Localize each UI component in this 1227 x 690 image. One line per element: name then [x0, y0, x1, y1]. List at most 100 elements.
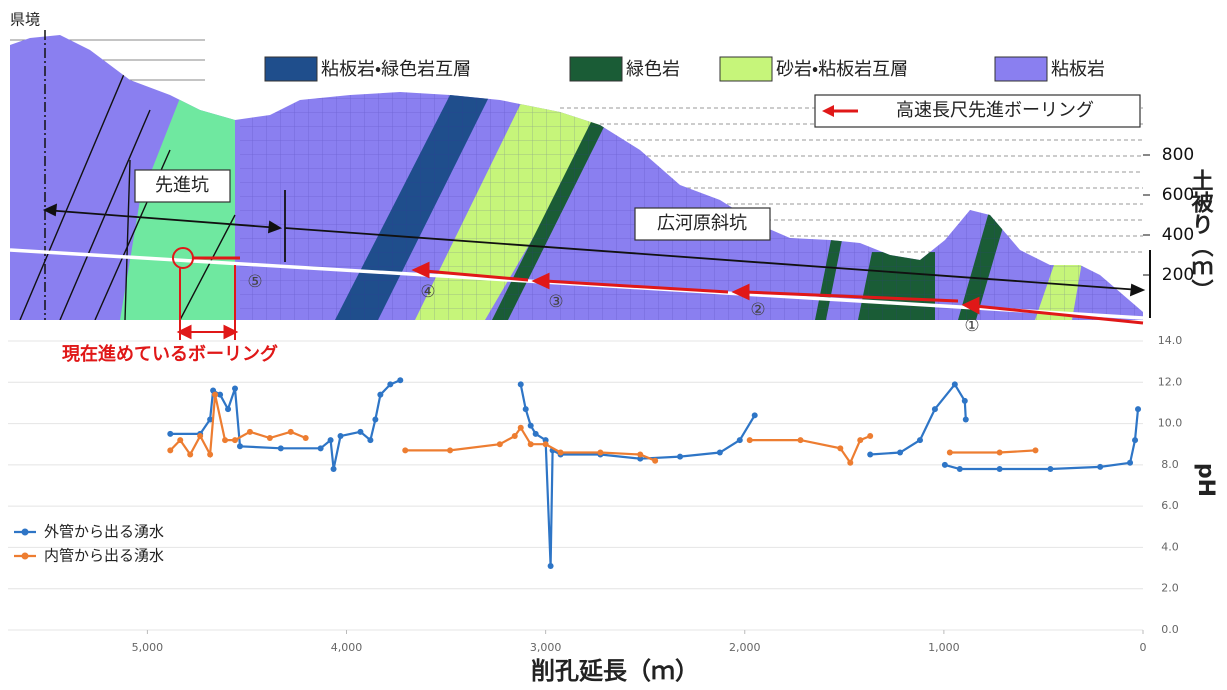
legend-label: 粘板岩	[1051, 59, 1105, 80]
boring-label: 高速長尺先進ボーリング	[896, 100, 1094, 121]
data-point	[372, 416, 379, 423]
segment-label: ③	[548, 292, 563, 312]
y-tick-label: 14.0	[1158, 334, 1183, 347]
data-point	[532, 430, 539, 437]
data-point	[547, 563, 554, 570]
data-point	[637, 455, 644, 462]
data-point	[746, 437, 753, 444]
data-point	[837, 445, 844, 452]
data-point	[522, 406, 529, 413]
data-point	[517, 424, 524, 431]
x-tick-label: 1,000	[928, 641, 960, 654]
data-point	[232, 437, 238, 444]
legend-swatch	[994, 56, 1048, 82]
legend-label: 内管から出る湧水	[44, 547, 164, 565]
data-point	[447, 447, 454, 454]
x-tick-label: 2,000	[729, 641, 761, 654]
data-point	[931, 406, 938, 413]
boring-legend-arrow	[822, 105, 834, 117]
data-point	[716, 449, 723, 456]
legend-swatch	[264, 56, 318, 82]
x-axis-title: 削孔延長（ｍ）	[531, 657, 699, 685]
legend-swatch	[719, 56, 773, 82]
data-point	[946, 449, 953, 456]
data-point	[212, 391, 219, 398]
data-point	[317, 445, 324, 452]
data-point	[527, 422, 534, 429]
y-tick-label: 6.0	[1161, 499, 1179, 512]
data-point	[207, 451, 214, 458]
cover-tick-label: 600	[1162, 185, 1194, 205]
data-point	[187, 451, 194, 458]
data-point	[330, 465, 337, 472]
ph-chart: 削孔延長（ｍ） pH 0.0 2.0 4.0 6.0 8.0 10.0 12.0 14.0 5,…	[8, 334, 1218, 685]
data-point	[1135, 406, 1142, 413]
y-tick-label: 10.0	[1158, 417, 1183, 430]
cover-tick-label: 400	[1162, 225, 1194, 245]
data-point	[951, 381, 958, 388]
boring-label-box	[814, 94, 1141, 128]
data-point	[217, 391, 224, 398]
data-point	[897, 449, 904, 456]
x-tick-label: 4,000	[331, 641, 363, 654]
segment-label: ①	[964, 316, 979, 336]
legend-label: 外管から出る湧水	[44, 523, 164, 541]
cover-axis: 200 400 600 800	[1143, 145, 1194, 285]
data-point	[357, 428, 364, 435]
data-point	[542, 441, 549, 448]
data-point	[961, 397, 968, 404]
data-point	[207, 416, 214, 423]
cover-tick-label: 200	[1162, 265, 1194, 285]
data-point	[197, 432, 204, 439]
segment-label: ④	[420, 282, 435, 302]
data-point	[232, 385, 238, 392]
data-point	[177, 437, 184, 444]
data-point	[857, 437, 864, 444]
current-boring-label: 現在進めているボーリング	[62, 343, 278, 365]
data-point	[677, 453, 684, 460]
data-point	[222, 437, 229, 444]
x-tick-label: 3,000	[530, 641, 562, 654]
data-point	[736, 437, 743, 444]
data-point	[511, 432, 518, 439]
data-point	[1127, 459, 1134, 466]
data-point	[916, 437, 923, 444]
legend-marker	[21, 528, 29, 536]
legend-swatch	[569, 56, 623, 82]
segment-label: ⑤	[247, 272, 262, 292]
cover-tick-label: 800	[1162, 145, 1194, 165]
data-point	[287, 428, 294, 435]
legend-label: 緑色岩	[626, 59, 680, 80]
data-point	[956, 465, 963, 472]
shaft-label: 広河原斜坑	[657, 213, 747, 234]
y-tick-label: 8.0	[1161, 458, 1179, 471]
data-point	[867, 432, 874, 439]
data-point	[1132, 437, 1139, 444]
data-point	[496, 441, 503, 448]
data-point	[996, 465, 1003, 472]
data-point	[167, 447, 174, 454]
data-point	[167, 430, 174, 437]
data-point	[1047, 465, 1054, 472]
x-tick-label: 5,000	[132, 641, 164, 654]
data-point	[397, 377, 404, 384]
data-point	[751, 412, 758, 419]
data-point	[652, 457, 659, 464]
strata-legend: 粘板岩・緑色岩互層 緑色岩 砂岩・粘板岩互層 粘板岩	[264, 56, 1105, 82]
data-point	[367, 437, 374, 444]
y-tick-label: 0.0	[1161, 623, 1179, 636]
data-point	[266, 435, 273, 442]
data-point	[867, 451, 874, 458]
boring-arrows	[172, 247, 1144, 340]
data-point	[847, 459, 854, 466]
data-point	[597, 449, 604, 456]
data-point	[1032, 447, 1039, 454]
data-point	[637, 451, 644, 458]
cover-axis-title: 土被り（ｍ）	[1188, 169, 1215, 301]
data-point	[337, 432, 344, 439]
data-point	[402, 447, 409, 454]
data-point	[542, 437, 549, 444]
data-point	[527, 441, 534, 448]
data-point	[377, 391, 384, 398]
